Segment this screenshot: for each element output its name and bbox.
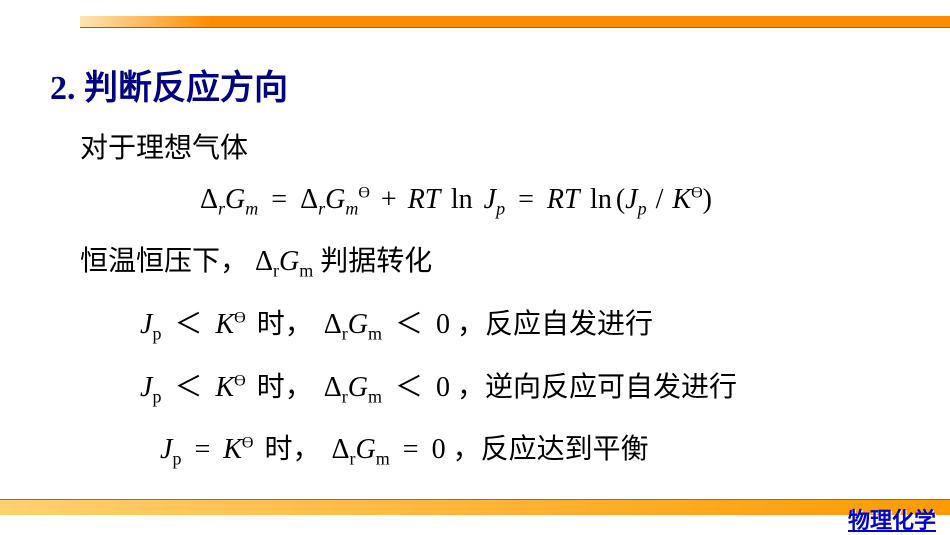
- c2-K: K: [215, 372, 234, 403]
- c3-zero: 0: [432, 434, 446, 465]
- eq-p-1: p: [496, 198, 505, 218]
- eq-theta-2: Ө: [691, 184, 703, 201]
- c2-dg-delta: Δ: [324, 372, 342, 403]
- ci-G: G: [279, 246, 299, 277]
- c3-dg-delta: Δ: [332, 434, 350, 465]
- section-number: 2.: [50, 70, 76, 107]
- eq-G-2: G: [325, 184, 345, 215]
- c3-dg-m: m: [376, 449, 390, 469]
- eq-theta-1: Ө: [358, 184, 370, 201]
- c2-theta: Ө: [234, 372, 246, 389]
- eq-G-1: G: [225, 184, 245, 215]
- eq-slash: /: [654, 184, 666, 215]
- eq-plus: +: [377, 184, 401, 215]
- c3-K: K: [223, 434, 242, 465]
- eq-ln-1: ln: [447, 184, 477, 215]
- eq-m-2: m: [345, 198, 358, 218]
- c1-theta: Ө: [234, 310, 246, 327]
- bottom-accent-bar: [0, 499, 950, 515]
- c2-desc: ，逆向反应可自发进行: [457, 372, 737, 403]
- top-accent-bar: [80, 16, 950, 28]
- eq-p-2: p: [638, 198, 647, 218]
- c3-op: =: [188, 434, 216, 465]
- criteria-intro: 恒温恒压下， ΔrGm 判据转化: [80, 239, 900, 282]
- c3-cmp: =: [397, 434, 425, 465]
- intro-line: 对于理想气体: [80, 127, 900, 172]
- eq-r-1: r: [218, 198, 225, 218]
- criteria-intro-pre: 恒温恒压下，: [80, 246, 248, 277]
- c1-desc: ，反应自发进行: [457, 309, 653, 340]
- slide-content: 2. 判断反应方向 对于理想气体 ΔrGm = ΔrGmӨ + RT ln Jp…: [0, 60, 950, 490]
- criterion-row-1: Jp ＜ KӨ 时， ΔrGm ＜ 0 ，反应自发进行: [140, 302, 900, 345]
- c3-theta: Ө: [242, 435, 254, 452]
- section-title: 2. 判断反应方向: [50, 60, 900, 109]
- c3-J: J: [160, 434, 172, 465]
- c2-J: J: [140, 372, 152, 403]
- c2-op: ＜: [168, 372, 208, 403]
- eq-delta-1: Δ: [200, 184, 218, 215]
- criterion-row-2: Jp ＜ KӨ 时， ΔrGm ＜ 0 ，逆向反应可自发进行: [140, 365, 900, 408]
- c3-dg-G: G: [356, 434, 376, 465]
- eq-lparen: (: [616, 184, 625, 215]
- c2-dg-m: m: [368, 386, 382, 406]
- eq-J-1: J: [484, 184, 496, 215]
- eq-m-1: m: [245, 198, 258, 218]
- c2-p: p: [152, 386, 161, 406]
- eq-ln-2: ln: [586, 184, 616, 215]
- eq-J-2: J: [625, 184, 637, 215]
- c1-zero: 0: [436, 309, 450, 340]
- eq-eq-2: =: [512, 184, 540, 215]
- c3-desc: ，反应达到平衡: [453, 434, 649, 465]
- eq-eq-1: =: [265, 184, 293, 215]
- eq-delta-2: Δ: [300, 184, 318, 215]
- criterion-row-3: Jp = KӨ 时， ΔrGm = 0 ，反应达到平衡: [160, 427, 900, 470]
- c3-when: 时，: [260, 434, 324, 465]
- c2-dg-G: G: [348, 372, 368, 403]
- c1-cmp: ＜: [389, 309, 429, 340]
- eq-RT-1: RT: [408, 184, 440, 215]
- c1-J: J: [140, 309, 152, 340]
- c2-when: 时，: [253, 372, 317, 403]
- c1-K: K: [215, 309, 234, 340]
- ci-delta: Δ: [255, 246, 273, 277]
- footer-label: 物理化学: [848, 503, 936, 535]
- c1-dg-m: m: [368, 324, 382, 344]
- c1-op: ＜: [168, 309, 208, 340]
- criteria-intro-post: 判据转化: [320, 246, 432, 277]
- eq-rparen: ): [703, 184, 712, 215]
- ci-m: m: [299, 261, 313, 281]
- c2-zero: 0: [436, 372, 450, 403]
- c1-dg-delta: Δ: [324, 309, 342, 340]
- c3-p: p: [172, 449, 181, 469]
- c2-cmp: ＜: [389, 372, 429, 403]
- c1-dg-G: G: [348, 309, 368, 340]
- c1-when: 时，: [253, 309, 317, 340]
- section-title-text: 判断反应方向: [84, 70, 288, 107]
- c1-p: p: [152, 324, 161, 344]
- eq-RT-2: RT: [547, 184, 579, 215]
- eq-K: K: [672, 184, 691, 215]
- main-equation: ΔrGm = ΔrGmӨ + RT ln Jp = RT ln(Jp / KӨ): [200, 184, 900, 220]
